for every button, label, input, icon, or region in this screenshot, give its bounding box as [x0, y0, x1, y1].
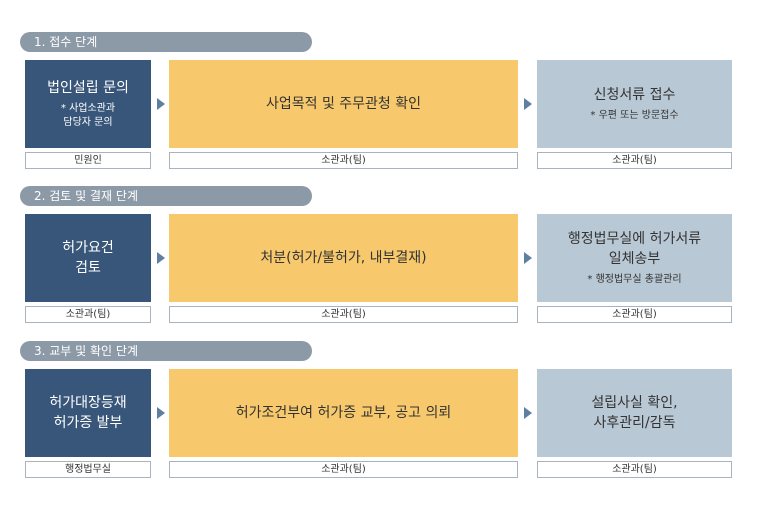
box-main-text: 신청서류 접수 — [593, 87, 676, 103]
stage-2-responsible-1: 소관과(팀) — [25, 306, 151, 323]
box-main-text: 행정법무실에 허가서류 일체송부 — [567, 231, 702, 267]
stage-3-header: 3. 교부 및 확인 단계 — [20, 341, 312, 361]
stage-1-responsible-3: 소관과(팀) — [537, 152, 732, 169]
stage-2-box-1: 허가요건 검토 — [25, 214, 151, 302]
box-main-text: 허가요건 검토 — [62, 240, 114, 276]
stage-3-responsible-1: 행정법무실 — [25, 461, 151, 478]
box-note-text: * 우편 또는 방문접수 — [590, 110, 679, 121]
stage-1-box-1: 법인설립 문의 * 사업소관과 담당자 문의 — [25, 60, 151, 148]
arrow-right-icon — [157, 252, 165, 264]
stage-2-box-3: 행정법무실에 허가서류 일체송부 * 행정법무실 총괄관리 — [537, 214, 732, 302]
stage-3-box-1: 허가대장등재 허가증 발부 — [25, 369, 151, 457]
stage-3-box-2: 허가조건부여 허가증 교부, 공고 의뢰 — [169, 369, 518, 457]
arrow-right-icon — [524, 98, 532, 110]
stage-3-responsible-3: 소관과(팀) — [537, 461, 732, 478]
box-note-text: * 행정법무실 총괄관리 — [587, 274, 682, 285]
stage-2-responsible-3: 소관과(팀) — [537, 306, 732, 323]
stage-1-box-3: 신청서류 접수 * 우편 또는 방문접수 — [537, 60, 732, 148]
arrow-right-icon — [157, 98, 165, 110]
arrow-right-icon — [524, 252, 532, 264]
box-main-text: 처분(허가/불허가, 내부결재) — [260, 250, 427, 266]
stage-3-box-3: 설립사실 확인, 사후관리/감독 — [537, 369, 732, 457]
stage-3-responsible-2: 소관과(팀) — [169, 461, 518, 478]
box-main-text: 법인설립 문의 — [47, 80, 129, 96]
arrow-right-icon — [157, 407, 165, 419]
stage-1-responsible-1: 민원인 — [25, 152, 151, 169]
box-main-text: 허가대장등재 허가증 발부 — [49, 395, 127, 431]
stage-2-responsible-2: 소관과(팀) — [169, 306, 518, 323]
box-note-text: * 사업소관과 담당자 문의 — [60, 103, 116, 128]
stage-1-responsible-2: 소관과(팀) — [169, 152, 518, 169]
stage-1-box-2: 사업목적 및 주무관청 확인 — [169, 60, 518, 148]
box-main-text: 사업목적 및 주무관청 확인 — [265, 96, 422, 112]
stage-2-box-2: 처분(허가/불허가, 내부결재) — [169, 214, 518, 302]
box-main-text: 허가조건부여 허가증 교부, 공고 의뢰 — [235, 405, 452, 421]
box-main-text: 설립사실 확인, 사후관리/감독 — [591, 395, 678, 431]
arrow-right-icon — [524, 407, 532, 419]
stage-2-header: 2. 검토 및 결재 단계 — [20, 186, 312, 206]
stage-1-header: 1. 접수 단계 — [20, 32, 312, 52]
